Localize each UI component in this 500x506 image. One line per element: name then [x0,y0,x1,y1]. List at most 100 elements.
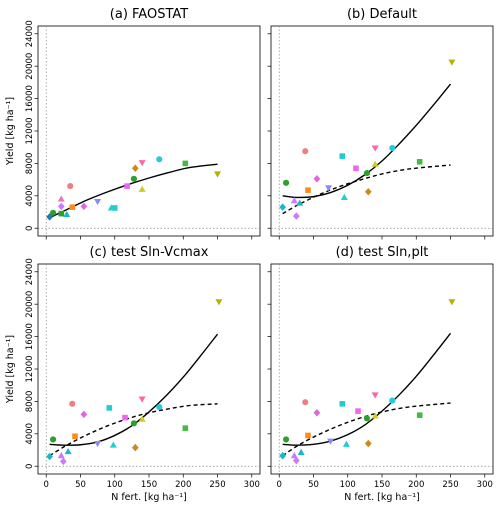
data-point-triangle-down [94,198,102,206]
x-tick-label: 250 [442,480,458,490]
data-point-diamond [80,410,88,419]
panel-title: (b) Default [347,7,417,22]
x-tick-label: 200 [175,480,191,490]
data-point-circle [302,148,309,155]
y-tick-label: 4000 [25,185,35,207]
y-axis-label: Yield [kg ha⁻¹] [5,97,16,166]
data-point-triangle-down [448,299,456,306]
data-point-circle [389,144,396,152]
data-point-square [305,432,311,439]
data-point-triangle [371,160,379,167]
data-point-circle [363,415,371,422]
data-point-diamond [313,408,321,417]
data-point-square [182,425,189,431]
data-point-triangle [138,415,146,422]
data-point-triangle [57,195,65,202]
y-tick-label: 0 [25,226,35,231]
data-point-triangle [290,452,298,459]
data-point-square [106,405,113,411]
data-point-triangle-down [325,185,333,192]
x-tick-label: 0 [277,480,282,490]
data-point-square [355,408,361,414]
y-tick-label: 4000 [25,423,35,445]
data-point-circle [130,420,138,427]
data-point-circle [49,436,57,443]
data-point-square [353,165,359,172]
data-point-diamond [292,456,300,465]
data-point-square [416,158,423,165]
data-point-square [122,414,128,421]
x-tick-label: 300 [477,480,493,490]
data-point-square [111,205,118,211]
model-fit-curve [282,332,452,446]
data-point-triangle [64,447,72,455]
x-tick-label: 150 [141,480,157,490]
y-tick-label: 0 [25,464,35,469]
data-point-triangle-down [371,392,379,399]
data-point-square [339,401,346,407]
model-fit-curve [49,333,219,446]
x-tick-label: 150 [374,480,390,490]
data-point-diamond [279,203,287,211]
y-tick-label: 24000 [25,20,35,47]
data-point-circle [130,175,138,182]
y-tick-label: 24000 [25,258,35,285]
data-point-diamond [364,439,372,448]
panel-frame [270,25,494,237]
y-tick-label: 8000 [25,391,35,413]
x-axis-label: N fert. [kg ha⁻¹] [344,492,420,503]
x-axis-label: N fert. [kg ha⁻¹] [111,492,187,503]
x-tick-label: 300 [244,480,260,490]
data-point-triangle [340,193,348,200]
data-point-triangle [296,199,304,206]
data-point-triangle-down [214,171,222,178]
data-point-triangle [297,448,305,455]
data-point-triangle [63,210,71,217]
x-tick-label: 200 [408,480,424,490]
x-tick-label: 100 [340,480,356,490]
x-tick-label: 50 [75,480,86,490]
data-point-circle [363,170,371,177]
panel-2: (b) Default [267,7,494,240]
data-point-triangle-down [138,396,146,403]
data-point-circle [156,403,163,411]
y-axis-label: Yield [kg ha⁻¹] [5,335,16,404]
data-point-diamond [46,452,54,461]
panel-3: (c) test Sln-Vcmax 0 50 100 150 200 250 300 0 400… [5,245,261,503]
reference-fit-curve-dashed [49,403,218,457]
data-point-triangle-down [138,160,146,167]
data-point-triangle-down [371,145,379,152]
y-tick-label: 12000 [25,355,35,382]
y-tick-label: 20000 [25,291,35,318]
data-point-circle [282,179,290,186]
data-point-triangle-down [448,59,456,66]
data-point-diamond [313,175,321,183]
data-point-diamond [292,212,300,220]
data-point-circle [49,209,57,216]
data-point-circle [302,399,309,406]
x-tick-label: 250 [209,480,225,490]
data-point-circle [69,400,76,407]
y-tick-label: 12000 [25,117,35,144]
data-point-square [72,433,78,440]
data-point-triangle [109,441,117,448]
data-point-square [69,204,76,210]
data-point-circle [156,156,163,163]
x-tick-label: 0 [44,480,49,490]
data-point-square [305,187,311,193]
data-point-circle [67,183,74,190]
panel-1: (a) FAOSTAT 0 4000 8000 12000 16000 20000 24000… [5,7,261,240]
reference-fit-curve-dashed [282,402,451,457]
data-point-circle [389,397,396,404]
y-tick-label: 16000 [25,323,35,350]
y-tick-label: 20000 [25,53,35,80]
x-tick-label: 50 [308,480,319,490]
panel-title: (c) test Sln-Vcmax [90,245,209,260]
y-tick-label: 16000 [25,85,35,112]
data-point-diamond [364,187,372,196]
data-point-square [182,160,189,167]
data-point-diamond [131,443,139,452]
model-fit-curve [282,83,452,199]
data-point-triangle [371,412,379,419]
